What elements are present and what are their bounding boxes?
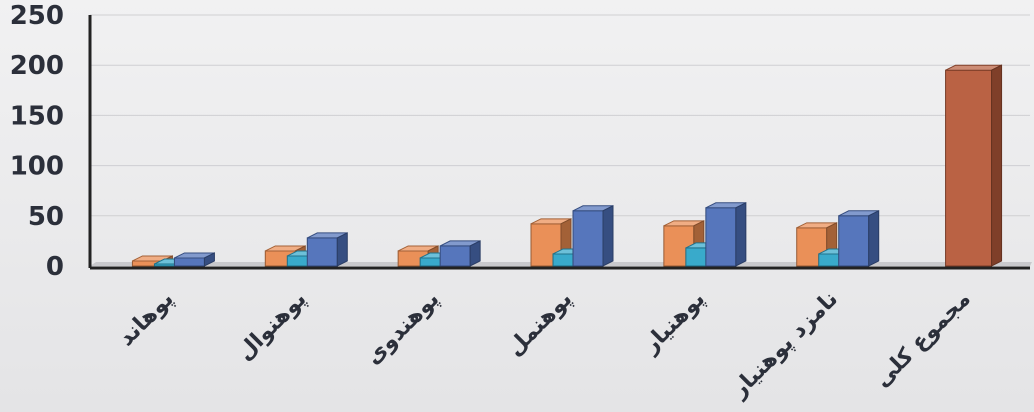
bars-group <box>131 64 1003 267</box>
y-tick-label-1: 50 <box>28 202 64 232</box>
bar-side-0-2 <box>203 252 215 267</box>
bar-side-6-0 <box>991 64 1003 267</box>
bar-front-5-2 <box>838 215 870 267</box>
bar-front-4-2 <box>705 207 737 267</box>
bar-side-2-2 <box>469 240 481 267</box>
axes <box>88 15 1030 270</box>
y-tick-label-3: 150 <box>10 101 64 131</box>
bar-front-2-2 <box>439 245 471 267</box>
bar-front-0-2 <box>173 257 205 267</box>
y-tick-label-0: 0 <box>46 252 64 282</box>
bar-side-5-2 <box>868 209 880 267</box>
y-tick-label-5: 250 <box>10 1 64 31</box>
bar-side-4-2 <box>735 201 747 267</box>
bar-side-1-2 <box>336 232 348 267</box>
bar-front-1-2 <box>306 237 338 267</box>
bar-front-3-2 <box>572 210 604 267</box>
y-tick-labels: 0 50 100 150 200 250 <box>10 1 64 282</box>
y-tick-label-4: 200 <box>10 51 64 81</box>
bar-side-3-2 <box>602 204 614 267</box>
y-tick-label-2: 100 <box>10 152 64 182</box>
bar-front-6-0 <box>945 69 993 267</box>
